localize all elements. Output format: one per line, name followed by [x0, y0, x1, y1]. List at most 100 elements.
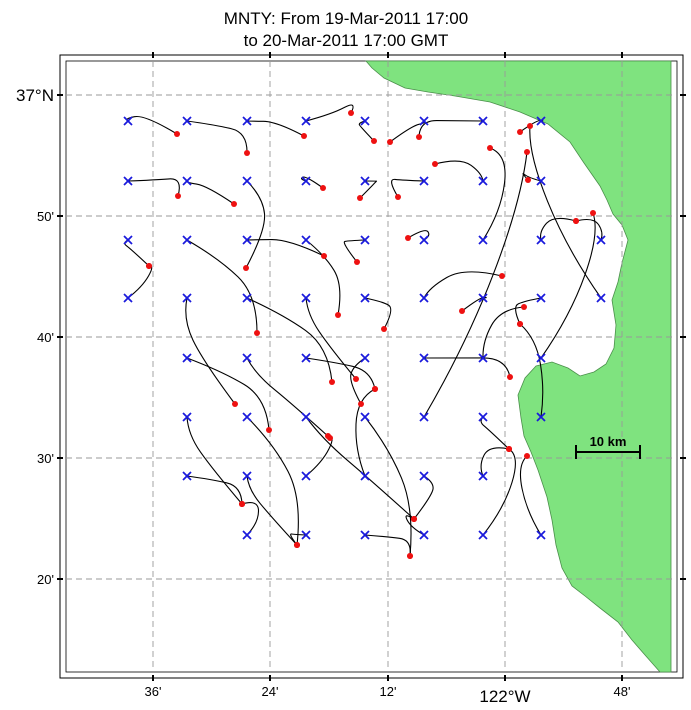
start-marker-x	[536, 353, 546, 363]
end-marker-dot	[357, 195, 363, 201]
start-marker-x	[182, 471, 192, 481]
drifter-track	[522, 173, 542, 182]
start-marker-x	[301, 412, 311, 422]
end-marker-dot	[239, 501, 245, 507]
start-marker-x	[536, 293, 546, 303]
end-marker-dot	[254, 330, 260, 336]
end-marker-dot	[524, 453, 530, 459]
start-marker-x	[536, 235, 546, 245]
drifter-track	[186, 416, 243, 505]
start-marker-x	[419, 235, 429, 245]
end-marker-dot	[507, 374, 513, 380]
end-marker-dot	[395, 194, 401, 200]
end-marker-dot	[590, 210, 596, 216]
start-marker-x	[182, 412, 192, 422]
x-label-48: 48'	[614, 684, 631, 699]
start-marker-x	[301, 471, 311, 481]
end-marker-dot	[325, 433, 331, 439]
drifter-track	[305, 239, 341, 316]
y-label-40: 40'	[37, 330, 54, 345]
end-marker-dot	[372, 386, 378, 392]
start-marker-x	[242, 471, 252, 481]
start-marker-x	[419, 116, 429, 126]
end-marker-dot	[573, 218, 579, 224]
drifter-track	[290, 533, 307, 546]
start-marker-x	[360, 176, 370, 186]
drifter-track	[241, 502, 260, 536]
axis-ticks	[57, 52, 686, 681]
drifter-track	[246, 297, 333, 383]
end-marker-dot	[407, 553, 413, 559]
end-marker-dot	[416, 134, 422, 140]
drifter-track	[423, 271, 503, 299]
drifter-track	[305, 297, 357, 380]
start-marker-x	[182, 235, 192, 245]
start-marker-x	[478, 116, 488, 126]
drifter-track	[186, 180, 235, 205]
drifter-track	[126, 115, 178, 135]
drifter-track	[575, 218, 603, 241]
start-marker-x	[419, 471, 429, 481]
x-axis-labels: 36' 24' 12' 122°W 48'	[145, 684, 631, 706]
start-marker-x	[182, 293, 192, 303]
end-marker-dot	[521, 304, 527, 310]
end-marker-dot	[353, 376, 359, 382]
drifter-track	[246, 357, 331, 439]
drifter-track	[245, 180, 266, 269]
drifter-track	[186, 475, 243, 505]
start-marker-x	[536, 176, 546, 186]
start-marker-x	[596, 293, 606, 303]
start-marker-x	[182, 176, 192, 186]
end-marker-dot	[232, 401, 238, 407]
start-marker-x	[123, 116, 133, 126]
start-marker-x	[536, 530, 546, 540]
drifter-track	[186, 120, 248, 154]
drifter-track	[540, 212, 596, 359]
drifter-track	[391, 178, 425, 198]
start-marker-x	[242, 530, 252, 540]
x-label-36: 36'	[145, 684, 162, 699]
end-marker-dot	[381, 326, 387, 332]
start-marker-x	[478, 353, 488, 363]
end-markers	[146, 110, 596, 559]
start-marker-x	[123, 293, 133, 303]
start-marker-x	[478, 176, 488, 186]
drifter-track	[358, 120, 375, 142]
end-marker-dot	[175, 193, 181, 199]
end-marker-dot	[387, 139, 393, 145]
end-marker-dot	[358, 401, 364, 407]
start-marker-x	[242, 235, 252, 245]
x-label-122w: 122°W	[479, 687, 530, 706]
drifter-track	[515, 297, 542, 325]
drifter-track	[540, 217, 577, 241]
drifter-track	[305, 416, 415, 520]
drifter-track	[246, 120, 305, 137]
end-marker-dot	[294, 542, 300, 548]
start-marker-x	[419, 353, 429, 363]
drifter-track	[364, 534, 411, 557]
x-label-12: 12'	[380, 684, 397, 699]
start-marker-x	[360, 353, 370, 363]
start-marker-x	[596, 235, 606, 245]
end-marker-dot	[335, 312, 341, 318]
drifter-track	[482, 306, 525, 359]
end-marker-dot	[525, 177, 531, 183]
end-marker-dot	[146, 263, 152, 269]
start-marker-x	[182, 116, 192, 126]
drifter-track	[519, 455, 542, 536]
start-marker-x	[301, 235, 311, 245]
scale-bar: 10 km	[575, 434, 641, 459]
start-marker-x	[360, 412, 370, 422]
drifter-track	[359, 180, 378, 199]
y-label-50: 50'	[37, 209, 54, 224]
end-marker-dot	[487, 145, 493, 151]
drifter-tracks	[124, 104, 603, 557]
y-label-20: 20'	[37, 572, 54, 587]
y-label-30: 30'	[37, 451, 54, 466]
end-marker-dot	[517, 321, 523, 327]
start-marker-x	[182, 353, 192, 363]
start-marker-x	[242, 412, 252, 422]
drifter-track	[350, 357, 366, 405]
drifter-track	[246, 239, 325, 257]
